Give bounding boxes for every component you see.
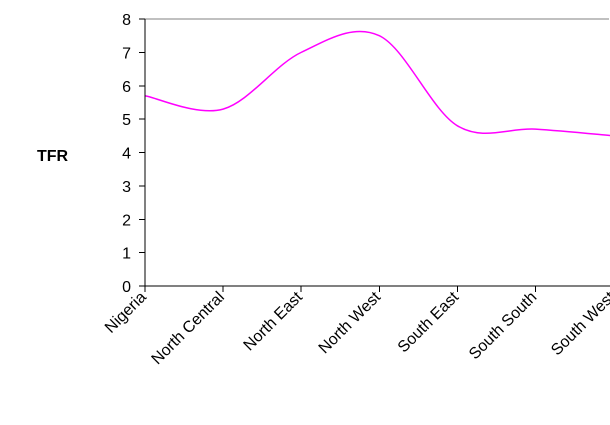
x-tick-label: North East [241, 288, 307, 354]
x-tick-label: South West [548, 288, 610, 359]
x-tick-label: South South [466, 289, 540, 363]
x-tick-label: South East [395, 288, 463, 356]
y-tick-label: 3 [122, 179, 131, 196]
series-line [144, 30, 610, 137]
y-tick-label: 8 [122, 12, 131, 29]
y-tick-label: 0 [122, 279, 131, 296]
y-tick-label: 5 [122, 112, 131, 129]
y-axis-label: TFR [37, 148, 69, 165]
y-tick-label: 4 [122, 146, 131, 163]
y-tick-label: 7 [122, 45, 131, 62]
y-tick-label: 1 [122, 246, 131, 263]
y-tick-labels: 0 1 2 3 4 5 6 7 8 [122, 12, 131, 296]
series-layer [144, 30, 610, 137]
axes [139, 18, 610, 292]
x-tick-label: North West [316, 288, 385, 357]
y-tick-label: 2 [122, 212, 131, 229]
y-tick-label: 6 [122, 79, 131, 96]
x-tick-label: North Central [149, 289, 228, 368]
